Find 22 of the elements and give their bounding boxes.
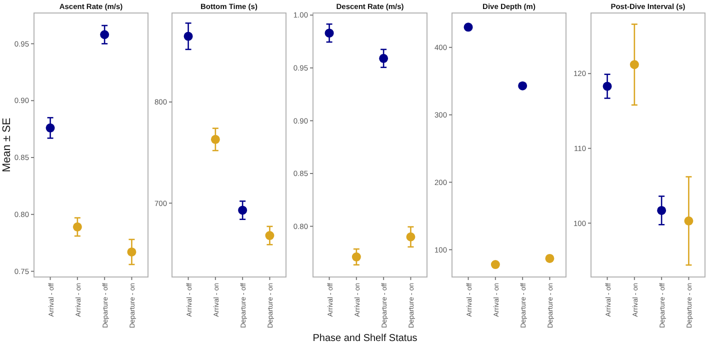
point	[602, 82, 612, 91]
point	[630, 60, 639, 70]
point	[46, 123, 55, 132]
x-axis-title: Phase and Shelf Status	[312, 333, 418, 344]
point	[72, 222, 82, 232]
y-axis-title: Mean ± SE	[1, 118, 13, 172]
point	[352, 252, 361, 262]
point	[210, 134, 220, 144]
point	[657, 206, 666, 215]
point	[464, 22, 473, 32]
point	[324, 28, 334, 38]
point	[518, 81, 528, 90]
point	[379, 54, 388, 63]
point	[684, 216, 694, 226]
point	[490, 260, 500, 270]
point	[127, 247, 136, 256]
point	[100, 30, 110, 40]
point	[265, 231, 274, 240]
point	[545, 254, 554, 263]
point	[406, 232, 416, 242]
point	[184, 32, 193, 41]
point	[238, 206, 248, 215]
